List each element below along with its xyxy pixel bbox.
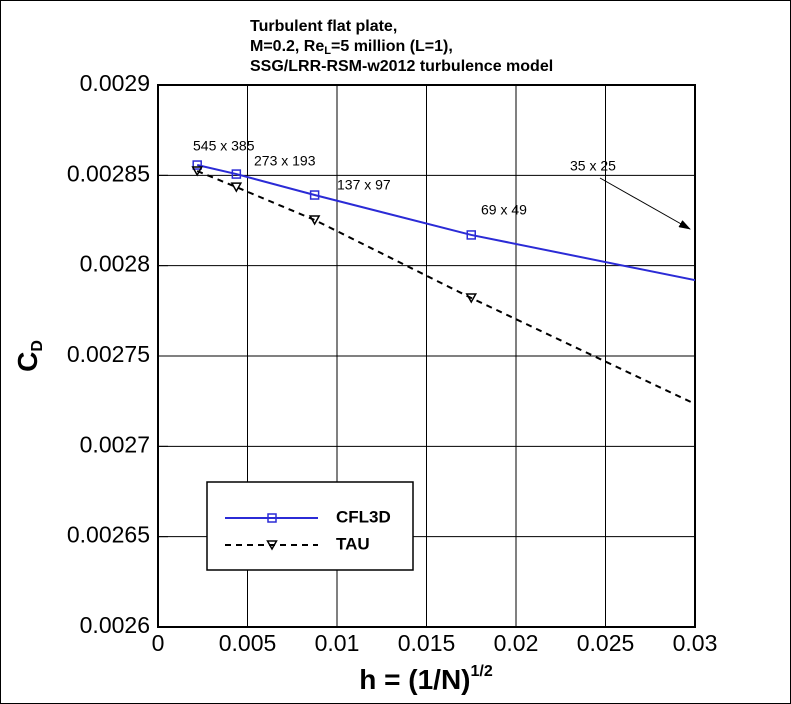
title-part: =5 million (L=1), (331, 38, 453, 55)
title-part: M=0.2, Re (250, 38, 324, 55)
marker (192, 160, 202, 170)
x-tick-label: 0.02 (494, 630, 539, 656)
y-tick-label: 0.0028 (80, 251, 150, 277)
plot-area (191, 160, 789, 450)
annotation: 273 x 193 (254, 153, 316, 169)
series-line (196, 164, 695, 282)
annotation: 545 x 385 (193, 138, 255, 154)
y-axis-label: CD (12, 340, 46, 372)
annotation: 35 x 25 (570, 158, 616, 174)
x-tick-label: 0.025 (577, 630, 635, 656)
y-label-main: C (12, 352, 43, 372)
marker (466, 230, 476, 240)
x-axis-label: h = (1/N)1/2 (359, 663, 493, 695)
legend-label: CFL3D (336, 507, 391, 526)
marker (781, 294, 789, 302)
title-line: SSG/LRR-RSM-w2012 turbulence model (250, 58, 553, 75)
x-tick-label: 0.01 (315, 630, 360, 656)
marker (308, 215, 321, 226)
y-tick-label: 0.00265 (67, 522, 150, 548)
x-tick-label: 0.03 (673, 630, 718, 656)
marker (780, 442, 789, 450)
legend-label: TAU (336, 534, 370, 553)
arrow (599, 177, 691, 230)
marker (465, 293, 478, 304)
y-label-sub: D (29, 340, 46, 352)
legend-box (206, 481, 414, 571)
y-tick-label: 0.00285 (67, 160, 150, 186)
x-tick-label: 0.015 (398, 630, 456, 656)
legend-marker (266, 540, 278, 551)
plot-border (157, 84, 696, 628)
title-sub: L (324, 45, 331, 57)
marker (309, 190, 320, 200)
y-tick-label: 0.00275 (67, 341, 150, 367)
annotation: 69 x 49 (481, 202, 527, 218)
x-tick-label: 0.005 (219, 630, 277, 656)
marker (191, 166, 203, 177)
marker (230, 182, 243, 193)
legend-marker (267, 513, 277, 523)
y-tick-label: 0.0027 (80, 431, 150, 457)
annotation: 137 x 97 (337, 177, 391, 193)
x-tick-label: 0 (152, 630, 165, 656)
y-tick-label: 0.0029 (80, 70, 150, 96)
y-tick-label: 0.0026 (80, 612, 150, 638)
x-label-main: h = (1/N) (359, 664, 470, 695)
marker (231, 169, 242, 179)
x-label-sup: 1/2 (470, 663, 492, 680)
title-line: M=0.2, ReL=5 million (L=1), (250, 38, 453, 57)
title-line: Turbulent flat plate, (250, 18, 397, 35)
